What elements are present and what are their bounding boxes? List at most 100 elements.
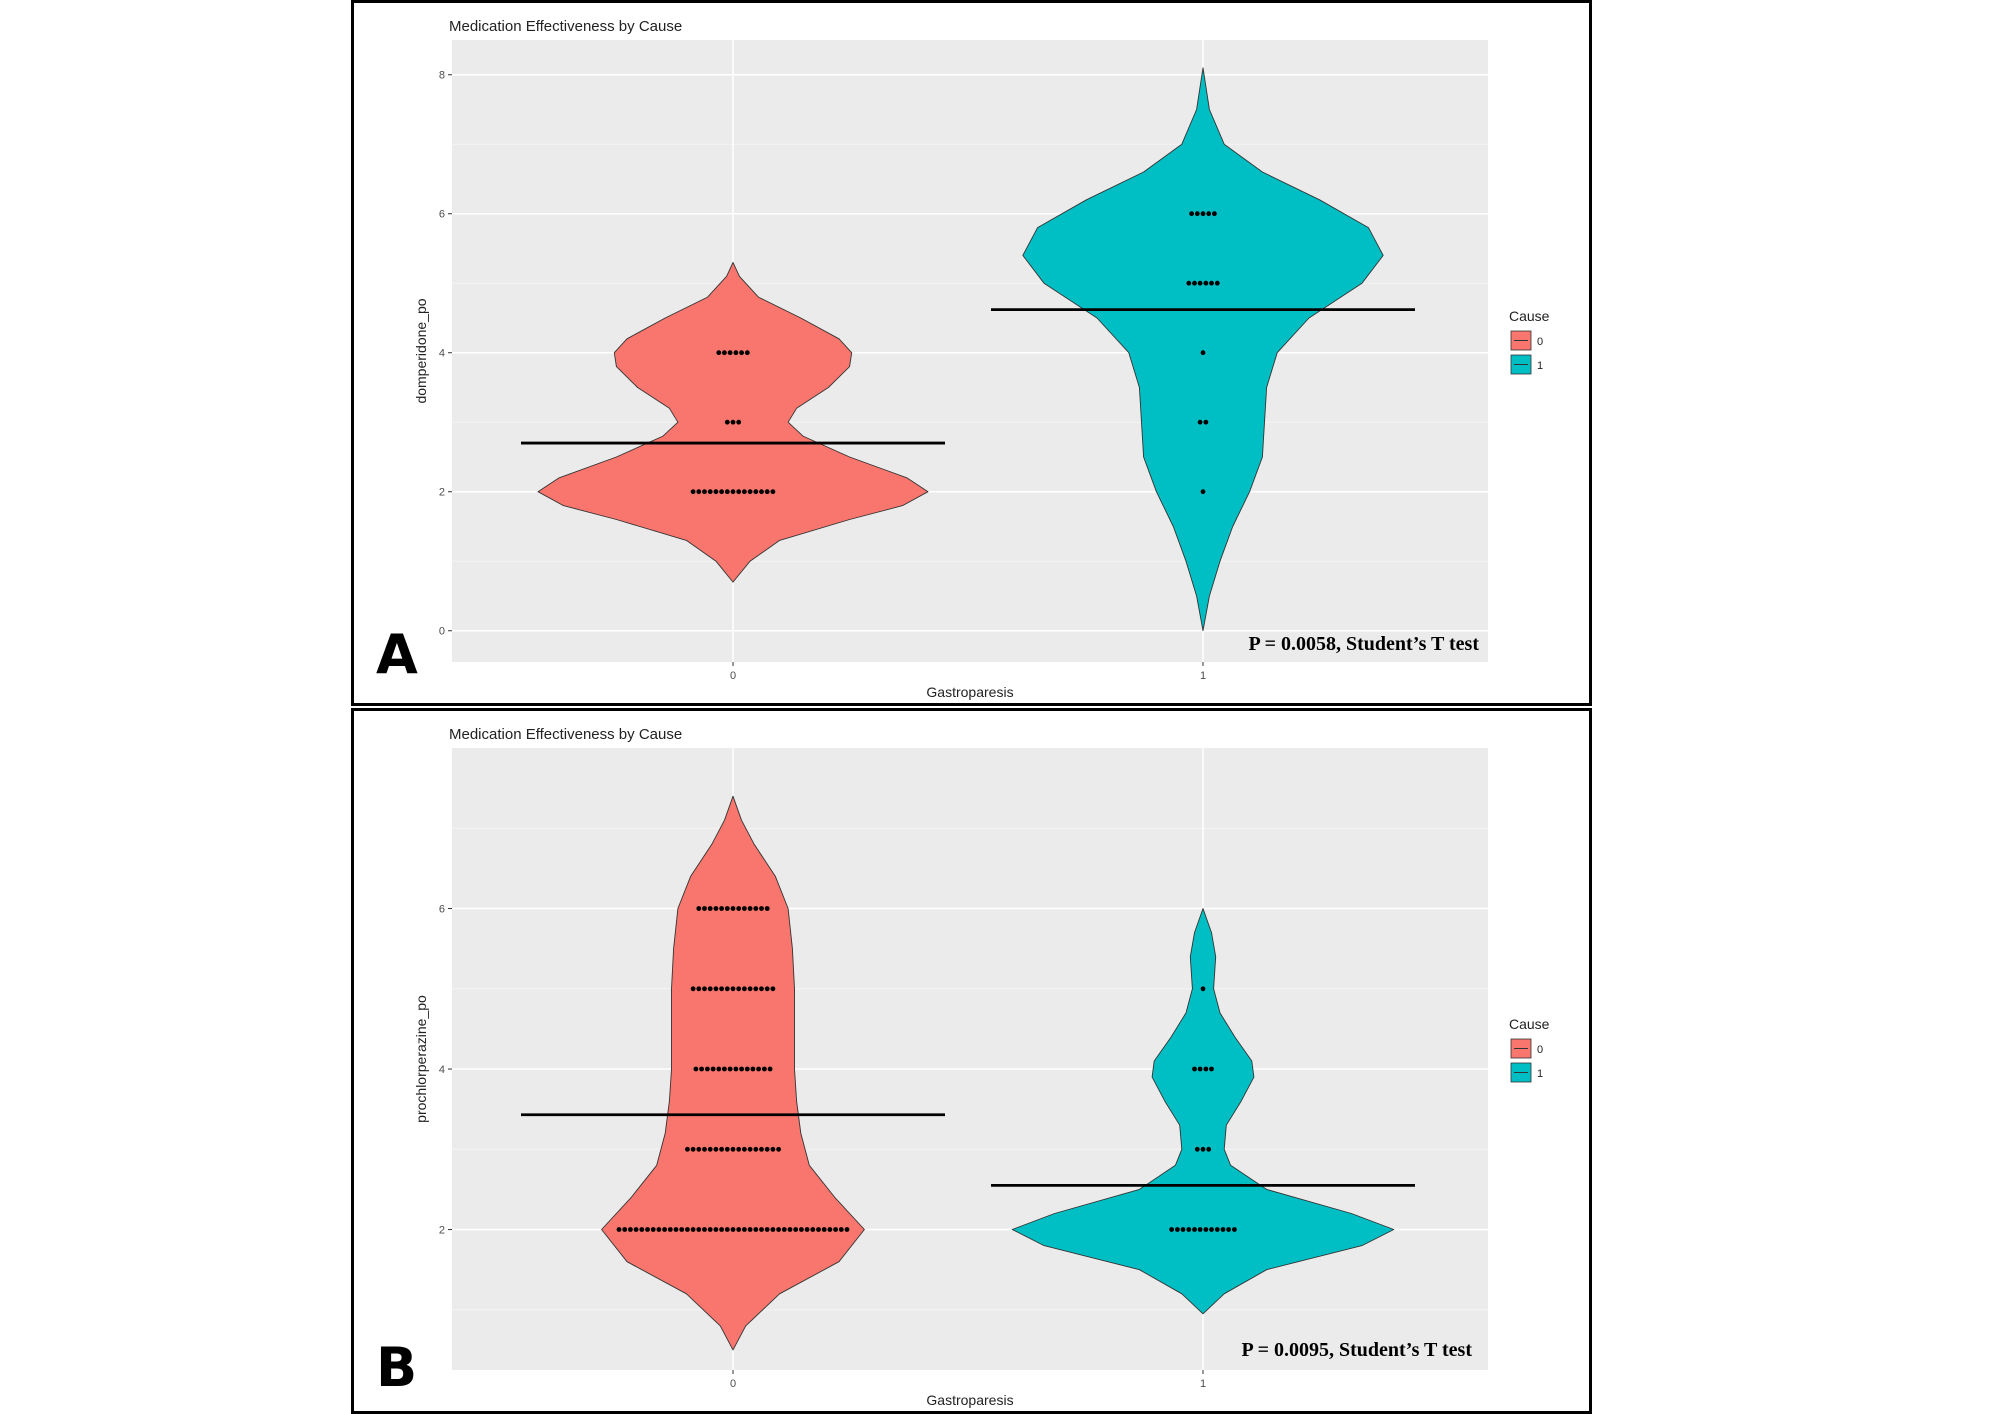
data-point [730,1146,736,1152]
data-point [787,1227,793,1232]
data-point [730,419,736,425]
data-point [696,1146,702,1152]
data-point [1186,1227,1192,1232]
chart-panel-b: 2 4 6 0 1 Medication Effectiveness by Cause Ga… [351,708,1592,1414]
data-point [781,1227,787,1232]
chart-title: Medication Effectiveness by Cause [449,726,682,743]
legend-label-0: 0 [1537,1044,1543,1056]
legend-title: Cause [1509,1016,1550,1032]
data-point [750,1066,756,1072]
data-point [1206,1146,1212,1152]
data-point [724,906,730,911]
violin-group-1 [1011,908,1395,1315]
data-point [747,906,753,911]
data-point [722,350,727,356]
data-point [1214,280,1220,286]
chart-panel-a: 0 2 4 6 8 0 1 Medication Effectiveness by Cause… [351,0,1592,706]
data-point [719,1227,724,1232]
data-point [742,1146,747,1152]
data-point [733,1066,739,1072]
data-point [770,1146,776,1152]
data-point [776,1227,781,1232]
x-tick-label: 1 [1200,1378,1206,1390]
data-point [744,350,750,356]
data-point [1192,280,1197,286]
data-point [724,986,730,992]
data-point [1197,1066,1203,1072]
data-point [821,1227,827,1232]
data-point [1180,1227,1186,1232]
violin-chart-a: 0 2 4 6 8 0 1 Medication Effectiveness by Cause… [376,18,1550,700]
data-point [736,1146,742,1152]
y-axis-title: prochlorperazine_po [413,995,429,1123]
data-point [685,1146,690,1152]
data-point [804,1227,810,1232]
legend-title: Cause [1509,308,1550,324]
data-point [1186,280,1192,286]
data-point [633,1227,639,1232]
data-point [719,906,724,911]
data-point [713,1146,719,1152]
data-point [838,1227,844,1232]
data-point [1203,1066,1209,1072]
data-point [702,489,707,495]
data-point [764,1227,770,1232]
data-point [844,1227,850,1232]
data-point [736,419,742,425]
data-point [1203,1227,1209,1232]
y-tick-label: 6 [439,209,445,221]
data-point [764,906,770,911]
data-point [753,986,759,992]
data-point [1209,280,1214,286]
data-point [622,1227,628,1232]
data-point [1197,419,1203,425]
data-point [747,489,753,495]
data-point [1203,419,1209,425]
data-point [1226,1227,1231,1232]
data-point [753,1146,759,1152]
data-point [710,1066,716,1072]
data-point [742,1227,747,1232]
data-point [1200,986,1206,992]
data-point [713,1227,719,1232]
y-tick-label: 0 [439,626,445,638]
data-point [1232,1227,1237,1232]
data-point [1189,211,1194,217]
data-point [733,350,739,356]
p-value-annotation: P = 0.0095, Student’s T test [1242,1339,1473,1361]
data-point [716,1066,722,1072]
data-point [736,489,742,495]
data-point [764,1146,770,1152]
data-point [628,1227,633,1232]
data-point [742,986,747,992]
data-point [736,1227,742,1232]
data-point [1203,280,1209,286]
data-point [727,350,733,356]
data-point [673,1227,679,1232]
panel-letter: B [376,1336,417,1399]
y-tick-label: 2 [439,1225,445,1237]
data-point [707,489,713,495]
data-point [739,350,744,356]
data-point [1192,1227,1197,1232]
data-point [759,906,764,911]
data-point [1197,280,1203,286]
plot-background [452,40,1488,662]
data-point [685,1227,690,1232]
data-point [767,1066,773,1072]
data-point [770,986,776,992]
legend-label-1: 1 [1537,360,1543,372]
data-point [739,1066,744,1072]
data-point [730,1227,736,1232]
legend-label-0: 0 [1537,336,1543,348]
data-point [776,1146,781,1152]
data-point [742,906,747,911]
y-tick-label: 4 [439,348,445,360]
data-point [1192,1066,1197,1072]
data-point [1209,1066,1214,1072]
legend-label-1: 1 [1537,1068,1543,1080]
data-point [645,1227,650,1232]
data-point [1194,211,1200,217]
data-point [713,489,719,495]
data-point [770,489,776,495]
